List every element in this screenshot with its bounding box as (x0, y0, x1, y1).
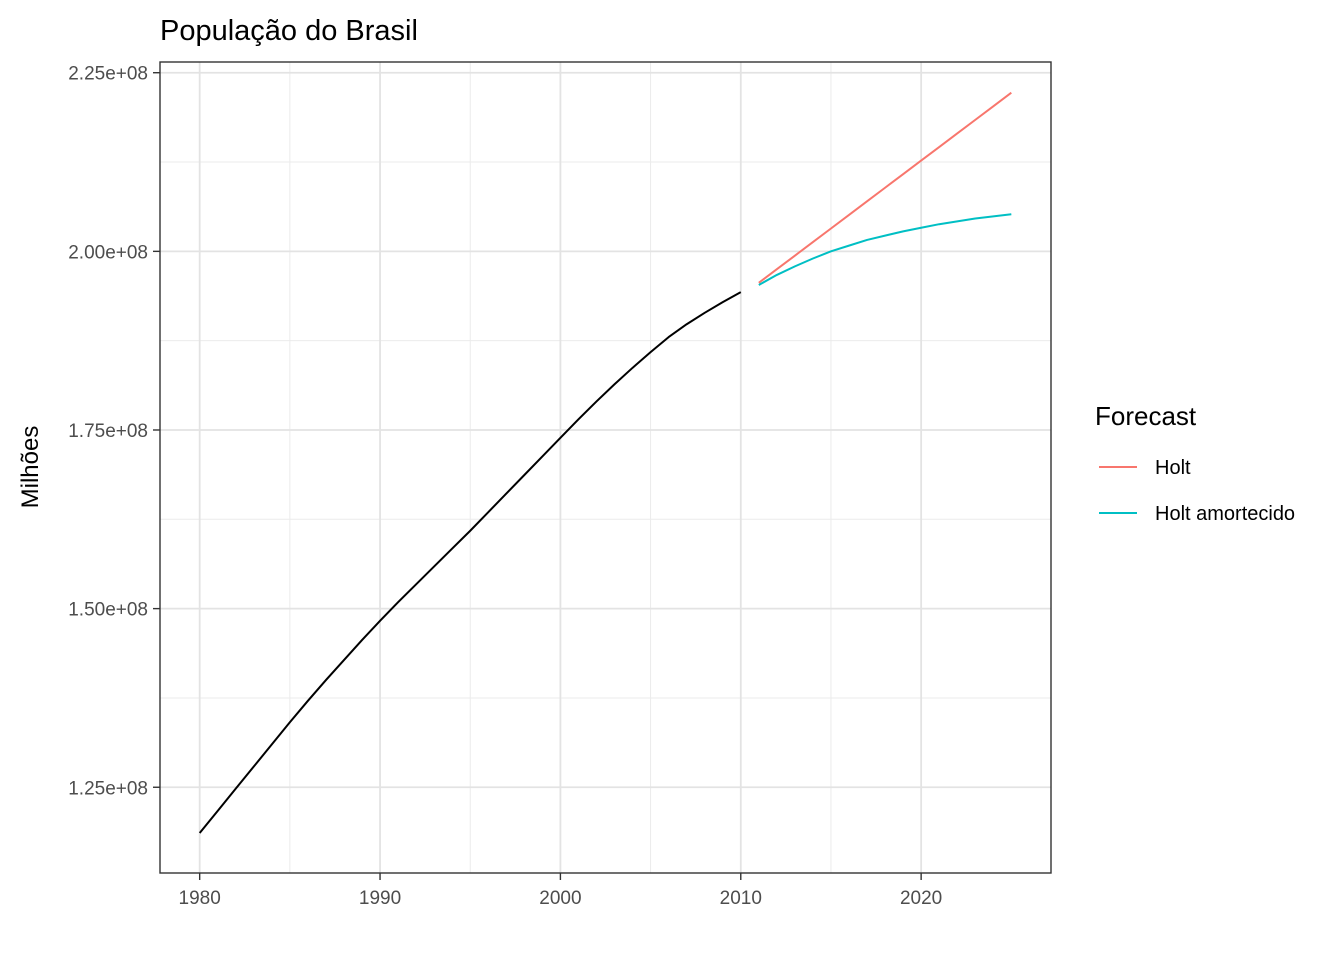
y-axis-title: Milhões (17, 426, 44, 509)
legend-entry-label: Holt amortecido (1155, 503, 1295, 525)
y-tick-label: 1.25e+08 (68, 778, 148, 799)
y-tick-label: 2.25e+08 (68, 64, 148, 85)
y-tick-label: 1.75e+08 (68, 421, 148, 442)
series-line-holt-amortecido (758, 213, 1012, 286)
x-tick-label: 1990 (359, 888, 401, 909)
legend-entry-label: Holt (1155, 457, 1191, 479)
plot-panel-border (159, 61, 1052, 874)
x-tick-label: 1980 (179, 888, 221, 909)
series-layer (198, 91, 1012, 834)
grid (160, 62, 1051, 873)
y-tick-label: 1.50e+08 (68, 600, 148, 621)
x-axis: 1980 1990 2000 2010 2020 (179, 873, 942, 909)
x-tick-label: 2000 (539, 888, 581, 909)
chart-title: População do Brasil (160, 15, 418, 47)
y-axis: 1.25e+08 1.50e+08 1.75e+08 2.00e+08 2.25e+08 (68, 64, 160, 799)
y-tick-label: 2.00e+08 (68, 242, 148, 263)
x-tick-label: 2010 (720, 888, 762, 909)
series-line-holt (758, 91, 1012, 284)
legend: Forecast Holt Holt amortecido (1095, 401, 1295, 525)
x-tick-label: 2020 (900, 888, 942, 909)
legend-items: Holt Holt amortecido (1099, 457, 1295, 525)
legend-title: Forecast (1095, 401, 1197, 431)
series-line-observed (198, 291, 742, 834)
